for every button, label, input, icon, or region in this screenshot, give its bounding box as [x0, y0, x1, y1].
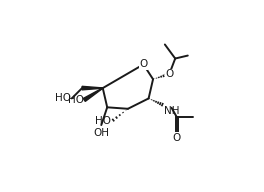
- Text: OH: OH: [93, 128, 109, 138]
- Text: HO: HO: [95, 116, 111, 126]
- Polygon shape: [83, 88, 103, 101]
- Text: O: O: [165, 69, 173, 79]
- Text: O: O: [173, 133, 181, 143]
- Text: NH: NH: [164, 106, 180, 116]
- Text: HO: HO: [55, 93, 71, 103]
- Polygon shape: [82, 86, 103, 90]
- Text: HO: HO: [68, 95, 83, 105]
- Text: O: O: [139, 60, 148, 70]
